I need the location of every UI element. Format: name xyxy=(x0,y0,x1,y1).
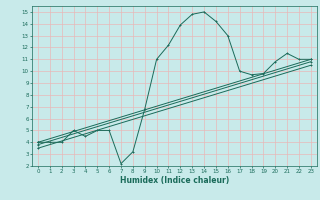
X-axis label: Humidex (Indice chaleur): Humidex (Indice chaleur) xyxy=(120,176,229,185)
